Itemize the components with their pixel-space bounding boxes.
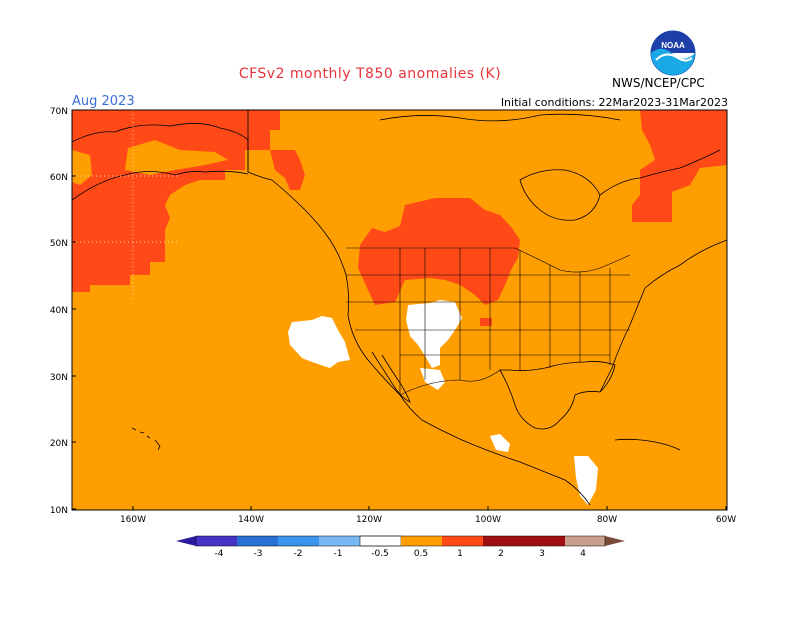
coast-baja [371,351,411,403]
anomaly-regions-neutral [288,300,598,505]
colorbar-label-0-5: 0.5 [414,549,428,559]
colorbar-frame [195,535,606,547]
white-region-mexico-coast [490,434,510,452]
lat-label-20n: 20N [50,439,68,449]
lon-label-100w: 100W [475,515,501,525]
orange-cutout-alaska [125,140,228,175]
colorbar-label-4: 4 [580,549,586,559]
coast-pacific [271,179,591,506]
colorbar-label-neg2: -2 [294,549,303,559]
coast-atlantic [599,239,728,393]
lon-label-80w: 80W [597,515,617,525]
coast-hudson-bay [519,169,601,221]
hawaii-islands [131,427,161,451]
red-region-small-patch [480,318,492,326]
lat-label-60n: 60N [50,173,68,183]
lat-label-30n: 30N [50,373,68,383]
colorbar-swatch-9b [524,536,565,546]
red-region-alaska-bering [72,110,280,292]
colorbar-swatch-5 [359,535,402,547]
colorbar-arrow-left [176,536,196,546]
coast-caribbean [614,438,681,451]
agency-label: NWS/NCEP/CPC [612,76,705,90]
lon-label-140w: 140W [238,515,264,525]
coast-alaska-south [71,170,249,201]
political-boundaries [346,247,640,396]
colorbar-swatch-10 [565,536,585,546]
lon-axis: 160W 140W 120W 100W 80W 60W [120,506,736,525]
colorbar-swatch-8 [483,536,524,546]
coast-arctic [379,113,621,122]
initial-conditions: Initial conditions: 22Mar2023-31Mar2023 [500,96,728,109]
colorbar-label-neg0-5: -0.5 [371,549,389,559]
lat-label-70n: 70N [50,107,68,117]
lat-label-50n: 50N [50,239,68,249]
colorbar-swatch-11 [585,536,605,546]
colorbar-swatch-1 [196,536,237,546]
red-region-northern-plains [358,198,520,305]
forecast-month: Aug 2023 [72,94,135,109]
lon-label-120w: 120W [356,515,382,525]
lon-label-60w: 60W [716,515,736,525]
white-region-pacific [288,316,350,368]
coast-gulf [499,361,616,430]
colorbar-arrow-right [605,536,625,546]
white-region-sonora [420,368,445,390]
colorbar-label-1: 1 [457,549,463,559]
red-region-bc-coast [270,150,305,190]
logo-text: NOAA [661,41,685,50]
colorbar-label-neg1: -1 [334,549,343,559]
coastlines [71,110,728,506]
colorbar-swatch-6 [401,536,442,546]
lat-label-10n: 10N [50,506,68,516]
red-region-greenland [632,110,727,222]
colorbar: -4 -3 -2 -1 -0.5 0.5 1 2 3 4 [176,535,625,559]
lat-label-40n: 40N [50,306,68,316]
map-title: CFSv2 monthly T850 anomalies (K) [238,66,502,82]
colorbar-label-3: 3 [539,549,545,559]
colorbar-label-2: 2 [498,549,504,559]
white-region-southwest [406,300,462,368]
anomaly-regions-1-2k [72,110,727,326]
coast-alaska-north [71,123,273,181]
colorbar-swatch-7 [442,536,483,546]
lat-axis: 70N 60N 50N 40N 30N 20N 10N [50,107,76,516]
colorbar-swatch-4 [319,536,360,546]
map-frame [71,109,728,511]
noaa-logo: NOAA [650,30,696,76]
colorbar-label-neg3: -3 [254,549,263,559]
colorbar-swatch-3 [278,536,319,546]
lon-label-160w: 160W [120,515,146,525]
coast-labrador [599,149,721,196]
colorbar-label-neg4: -4 [215,549,224,559]
colorbar-swatch-2 [237,536,278,546]
